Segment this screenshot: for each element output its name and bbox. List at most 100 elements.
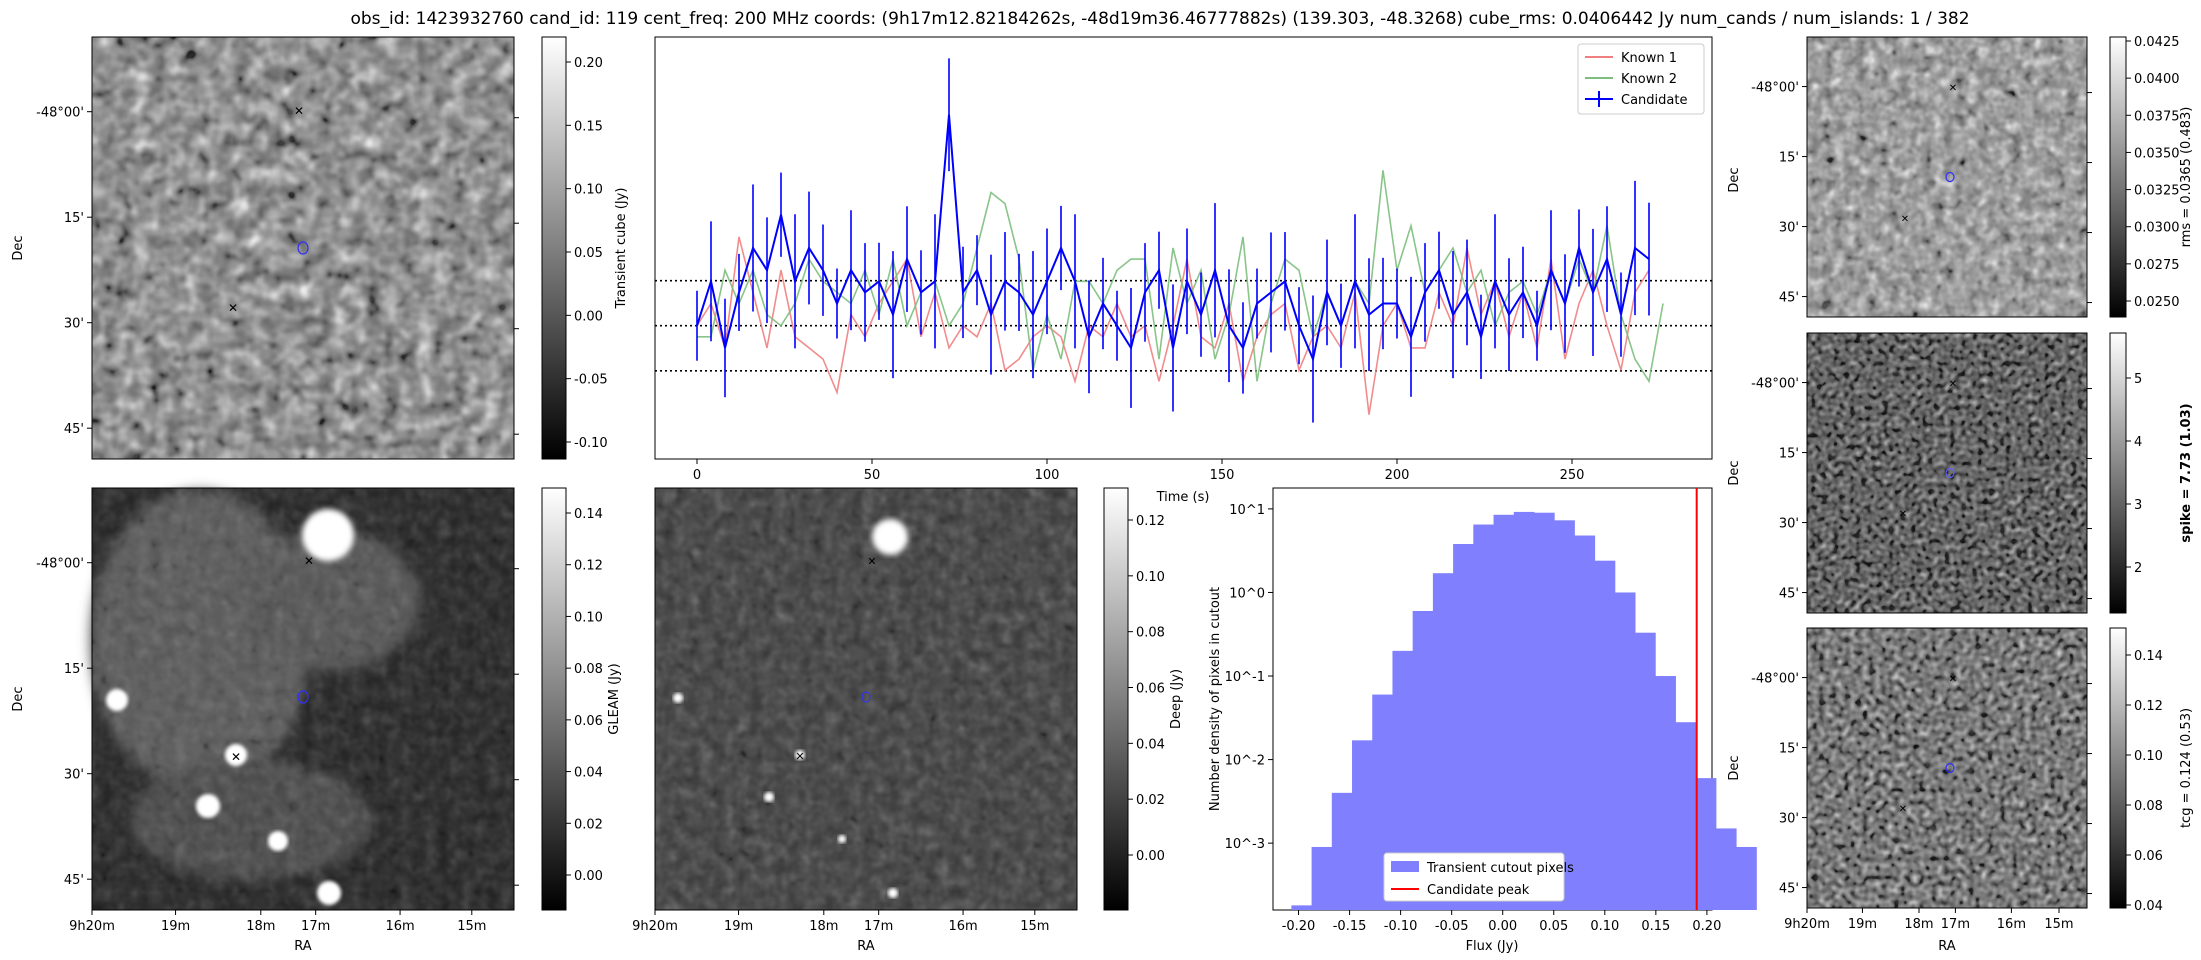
colorbar-tick-label: 0.0250 [2134,295,2180,310]
ra-tick-label: 19m [724,919,753,934]
histogram-ytick-label: 10^-2 [1225,754,1265,769]
lightcurve-xtick-label: 50 [864,468,881,483]
deep-ra-label: RA [857,939,875,954]
ra-tick-label: 9h20m [632,919,678,934]
dec-tick-label: 45' [1779,291,1799,306]
ra-tick-label: 19m [1848,917,1877,932]
colorbar-tick-label: 0.04 [2134,899,2163,914]
legend-hist: Transient cutout pixels [1426,861,1574,876]
dec-tick-label: 30' [1779,517,1799,532]
known2-marker: ✕ [1949,674,1957,685]
colorbar-tick-label: 5 [2134,372,2142,387]
histogram-xtick-label: 0.15 [1641,919,1670,934]
lightcurve-xtick-label: 150 [1210,468,1235,483]
colorbar-tick-label: 0.08 [2134,799,2163,814]
candidate-marker [1945,171,1955,183]
colorbar-tick-label: 0.20 [574,56,603,71]
colorbar-tick-label: 0.06 [1136,682,1165,697]
histogram-bar [1736,846,1757,910]
histogram-bar [1291,905,1313,910]
dec-tick-label: 45' [1779,587,1799,602]
ra-tick-label: 17m [301,919,330,934]
histogram-bar [1574,535,1596,910]
histogram-bar [1331,792,1353,910]
histogram-bar [1412,610,1434,910]
colorbar-tick-label: -0.10 [574,436,608,451]
legend-known1: Known 1 [1621,51,1677,66]
histogram-bar [1533,512,1555,910]
colorbar-tick-label: 0.04 [1136,737,1165,752]
histogram-xlabel: Flux (Jy) [1466,939,1519,954]
colorbar-tick-label: 0.10 [574,183,603,198]
deep-colorbar [1103,487,1129,911]
histogram-bar [1392,650,1414,910]
colorbar-tick-label: 0.00 [1136,849,1165,864]
histogram-xtick-label: 0.05 [1539,919,1568,934]
colorbar-tick-label: 0.10 [574,610,603,625]
colorbar-tick-label: 0.02 [574,817,603,832]
colorbar-tick-label: 0.08 [574,662,603,677]
colorbar-tick-label: 0.00 [574,869,603,884]
ra-tick-label: 15m [2044,917,2073,932]
colorbar-tick-label: -0.05 [574,373,608,388]
panel-histogram: -0.20 -0.15 -0.10 -0.05 0.00 0.05 0.10 0.15 0.20… [1208,487,1757,954]
dec-tick-label: 45' [64,873,84,888]
dec-tick-label: 30' [64,768,84,783]
lightcurve-ylabel: Transient cube (Jy) [614,188,629,310]
colorbar-tick-label: 3 [2134,498,2142,513]
histogram-bar [1432,573,1454,910]
colorbar-tick-label: 4 [2134,435,2142,450]
tcg-colorbar-label: tcg = 0.124 (0.53) [2179,708,2194,828]
known1-marker: ✕ [1899,804,1907,815]
histogram-ytick-label: 10^1 [1229,503,1265,518]
dec-tick-label: 15' [1779,742,1799,757]
histogram-bar [1675,722,1697,910]
known1-marker: ✕ [231,750,241,764]
lightcurve-legend: Known 1 Known 2 Candidate [1577,43,1705,115]
histogram-bar [1635,632,1656,910]
dec-tick-label: 15' [64,662,84,677]
colorbar-tick-label: 0.02 [1136,793,1165,808]
ra-tick-label: 18m [809,919,838,934]
ra-tick-label: 16m [1997,917,2026,932]
panel-spike: ✕ ✕ -48°00' 15' 30' 45' 5 4 3 2 spike = 7.73 (… [1751,332,2194,614]
series-line-candidate [696,114,1650,363]
colorbar-tick-label: 0.0375 [2134,109,2180,124]
ra-tick-label: 9h20m [69,919,115,934]
gleam-dec-label: Dec [11,686,26,711]
histogram-bar [1554,520,1575,910]
colorbar-tick-label: 0.10 [1136,570,1165,585]
candidate-marker [297,241,309,255]
colorbar-tick-label: 0.12 [574,559,603,574]
lightcurve-xlabel: Time (s) [1156,490,1210,505]
panel-lightcurve: 0 50 100 150 200 250 Transient cube (Jy) Time… [614,36,1713,505]
histogram-bar [1453,544,1474,910]
colorbar-tick-label: 0.14 [574,507,603,522]
known2-marker: ✕ [294,104,304,118]
histogram-legend: Transient cutout pixels Candidate peak [1383,852,1574,902]
ra-tick-label: 16m [948,919,977,934]
ra-tick-label: 17m [864,919,893,934]
histogram-bar [1493,514,1515,910]
panel-deep: ✕ ✕ 9h20m 19m 18m 17m 16m 15m RA 0.12 0.10 0.08… [632,487,1184,954]
colorbar-tick-label: 0.0325 [2134,184,2180,199]
histogram-bar [1311,846,1333,910]
histogram-xtick-label: -0.15 [1333,919,1367,934]
dec-tick-label: 30' [1779,812,1799,827]
rms-image [1807,37,2087,317]
tcg-dec-label: Dec [1727,755,1742,780]
legend-candidate: Candidate [1621,93,1687,108]
colorbar-tick-label: 0.0300 [2134,221,2180,236]
colorbar-tick-label: 2 [2134,561,2142,576]
dec-tick-label: -48°00' [1751,81,1799,96]
gleam-ra-label: RA [294,939,312,954]
known2-marker: ✕ [867,555,876,568]
histogram-bar [1715,828,1737,910]
ra-tick-label: 15m [1020,919,1049,934]
colorbar-tick-label: 0.10 [2134,749,2163,764]
spike-colorbar-label: spike = 7.73 (1.03) [2179,403,2194,542]
dec-tick-label: -48°00' [36,557,84,572]
colorbar-tick-label: 0.12 [1136,514,1165,529]
tcg-ra-label: RA [1938,939,1956,954]
candidate-marker [297,690,309,704]
